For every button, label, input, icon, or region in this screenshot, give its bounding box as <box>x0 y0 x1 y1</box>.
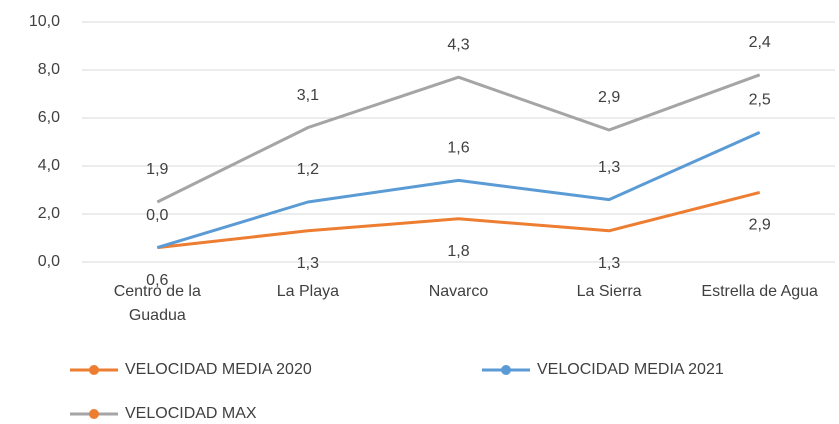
series-line <box>157 190 761 250</box>
series-line <box>156 131 761 250</box>
data-label: 1,6 <box>447 140 469 157</box>
x-tick-label: Estrella de Agua <box>701 283 818 300</box>
y-tick-label: 10,0 <box>29 13 60 30</box>
data-label: 1,9 <box>146 161 168 178</box>
legend-label: VELOCIDAD MEDIA 2020 <box>125 361 312 378</box>
data-label: 2,9 <box>749 217 771 234</box>
data-label: 1,8 <box>447 243 469 260</box>
data-label: 0,0 <box>146 207 168 224</box>
x-tick-label: La Sierra <box>576 283 642 300</box>
data-label: 4,3 <box>447 36 469 53</box>
data-label: 2,4 <box>749 34 771 51</box>
data-label: 3,1 <box>297 87 319 104</box>
y-tick-label: 6,0 <box>38 109 60 126</box>
y-tick-label: 0,0 <box>38 253 60 270</box>
data-label: 1,3 <box>598 255 620 272</box>
data-label: 2,5 <box>749 92 771 109</box>
series-line <box>156 73 761 204</box>
legend-label: VELOCIDAD MEDIA 2021 <box>537 361 724 378</box>
legend-marker <box>89 365 99 375</box>
x-tick-label: Centro de la Guadua <box>113 283 201 324</box>
legend-label: VELOCIDAD MAX <box>125 405 257 422</box>
x-tick-label: Navarco <box>428 283 489 300</box>
data-label: 2,9 <box>598 89 620 106</box>
data-label: 0,6 <box>146 272 168 289</box>
data-label: 1,3 <box>297 255 319 272</box>
x-tick-label: La Playa <box>276 283 340 300</box>
legend-marker <box>89 409 99 419</box>
y-tick-label: 2,0 <box>38 205 60 222</box>
y-tick-label: 8,0 <box>38 61 60 78</box>
data-label: 1,2 <box>297 161 319 178</box>
data-label: 1,3 <box>598 159 620 176</box>
y-tick-label: 4,0 <box>38 157 60 174</box>
legend-marker <box>501 365 511 375</box>
